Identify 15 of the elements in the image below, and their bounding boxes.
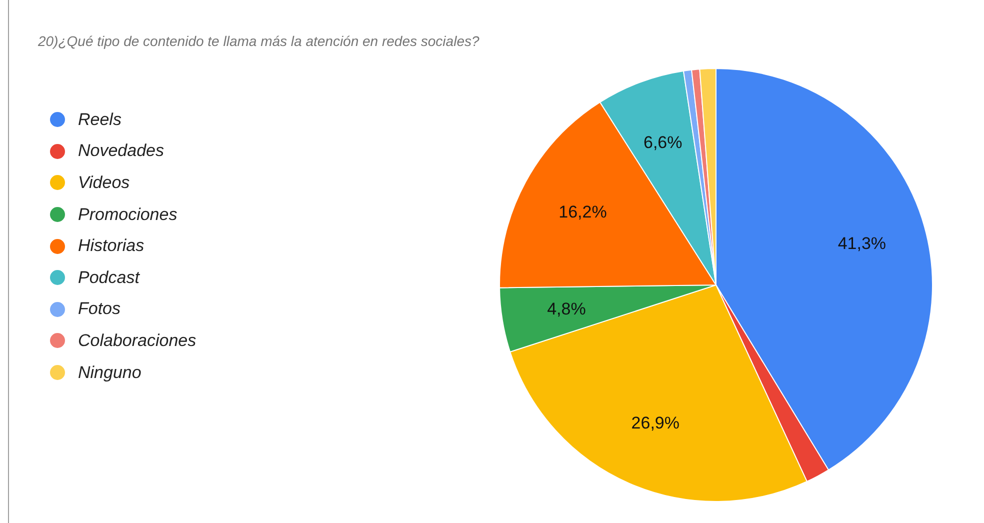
data-label: 41,3% bbox=[838, 234, 886, 253]
data-label: 6,6% bbox=[644, 132, 682, 152]
legend-label: Colaboraciones bbox=[78, 330, 196, 351]
legend-label: Videos bbox=[78, 172, 130, 193]
data-label: 4,8% bbox=[547, 299, 586, 318]
legend-label: Ninguno bbox=[78, 362, 142, 383]
legend-label: Fotos bbox=[78, 299, 121, 320]
legend-label: Promociones bbox=[78, 204, 178, 225]
chart-title: 20)¿Qué tipo de contenido te llama más la atención en redes sociales? bbox=[38, 33, 480, 49]
legend-label: Historias bbox=[78, 236, 144, 256]
legend-label: Novedades bbox=[78, 141, 164, 162]
legend-label: Reels bbox=[78, 110, 122, 130]
data-label: 16,2% bbox=[558, 202, 607, 222]
legend-label: Podcast bbox=[78, 268, 140, 288]
data-label: 26,9% bbox=[631, 414, 680, 433]
